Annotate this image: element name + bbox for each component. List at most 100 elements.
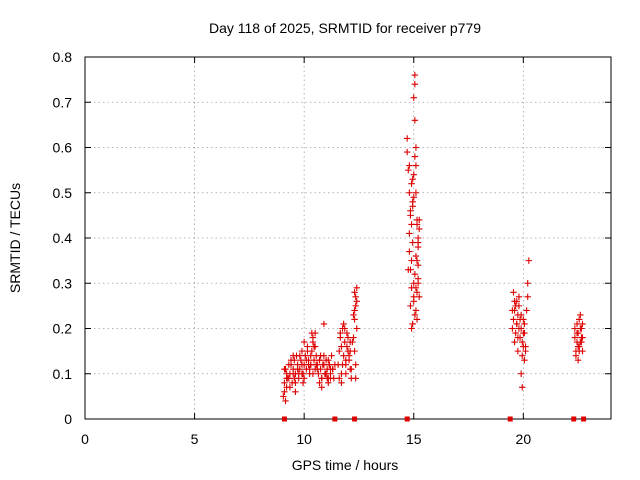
data-point xyxy=(408,221,415,228)
data-point xyxy=(338,343,345,350)
axis-ticks xyxy=(84,56,611,420)
data-point xyxy=(292,379,299,386)
data-point xyxy=(346,366,354,373)
data-point xyxy=(517,370,525,377)
data-point xyxy=(512,302,519,310)
data-point xyxy=(302,352,309,359)
data-point xyxy=(403,135,411,142)
zero-marker xyxy=(571,416,577,422)
data-point xyxy=(407,266,414,273)
data-point xyxy=(409,320,416,328)
data-point xyxy=(411,153,419,160)
data-point xyxy=(349,338,356,346)
data-point xyxy=(342,370,350,377)
data-point xyxy=(326,361,333,368)
data-point xyxy=(298,361,306,368)
data-point xyxy=(283,375,290,382)
data-point xyxy=(281,388,288,396)
data-point xyxy=(351,289,358,296)
x-tick-label: 15 xyxy=(406,431,422,447)
data-point xyxy=(317,352,324,359)
data-point xyxy=(292,388,299,396)
data-point xyxy=(328,352,335,359)
data-point xyxy=(414,239,422,246)
y-axis-title: SRMTID / TECUs xyxy=(7,183,23,293)
data-point xyxy=(509,325,516,332)
y-tick-label: 0.6 xyxy=(53,140,73,156)
data-point xyxy=(352,361,359,368)
data-point xyxy=(573,329,581,337)
data-point xyxy=(509,307,516,314)
data-point xyxy=(412,307,420,314)
data-point xyxy=(286,384,294,391)
data-point xyxy=(336,347,343,355)
data-point xyxy=(313,361,320,368)
y-tick-label: 0.5 xyxy=(53,185,73,201)
data-point xyxy=(352,302,359,310)
data-point xyxy=(321,370,329,377)
data-point xyxy=(281,366,288,373)
data-point xyxy=(309,370,317,377)
data-point xyxy=(574,356,582,364)
data-point xyxy=(282,397,289,405)
data-point xyxy=(342,356,350,364)
data-point xyxy=(414,261,422,269)
data-points xyxy=(280,71,587,422)
y-tick-label: 0.1 xyxy=(53,366,73,382)
data-point xyxy=(297,356,305,364)
data-point xyxy=(410,293,417,301)
x-tick-label: 20 xyxy=(516,431,532,447)
data-point xyxy=(525,257,533,264)
data-point xyxy=(513,320,520,328)
data-point xyxy=(407,302,414,310)
data-point xyxy=(576,347,583,355)
data-point xyxy=(409,203,416,210)
data-point xyxy=(409,239,416,246)
data-point xyxy=(314,366,321,373)
data-point xyxy=(521,356,528,364)
data-point xyxy=(406,230,413,237)
data-point xyxy=(578,325,585,332)
data-point xyxy=(344,334,352,341)
data-point xyxy=(291,356,298,364)
data-point xyxy=(343,329,351,337)
data-point xyxy=(325,356,332,364)
data-point xyxy=(296,352,303,359)
data-point xyxy=(303,356,310,364)
data-point xyxy=(281,379,288,386)
data-point xyxy=(340,320,347,328)
data-point xyxy=(341,325,348,332)
data-point xyxy=(351,347,358,355)
data-point xyxy=(406,162,413,169)
data-point xyxy=(353,284,360,291)
data-point xyxy=(511,338,518,346)
data-point xyxy=(336,375,343,382)
data-point xyxy=(510,316,517,323)
data-point xyxy=(512,329,519,337)
data-point xyxy=(306,366,313,373)
data-point xyxy=(338,379,345,386)
y-tick-label: 0 xyxy=(64,411,72,427)
data-point xyxy=(416,293,423,301)
data-point xyxy=(412,162,420,169)
data-point xyxy=(414,280,422,287)
data-point xyxy=(352,293,359,301)
data-point xyxy=(320,361,328,368)
data-point xyxy=(410,194,417,201)
data-point xyxy=(413,289,421,296)
data-point xyxy=(517,311,525,319)
data-point xyxy=(351,307,358,314)
data-point xyxy=(307,352,314,359)
data-point xyxy=(408,325,415,332)
x-tick-labels: 0 5 10 15 20 xyxy=(81,431,531,447)
data-point xyxy=(315,370,322,377)
y-tick-label: 0.3 xyxy=(53,275,73,291)
data-point xyxy=(309,334,317,341)
y-tick-label: 0.7 xyxy=(53,94,73,110)
data-point xyxy=(519,384,526,391)
data-point xyxy=(510,289,517,296)
data-point xyxy=(300,338,308,346)
data-point xyxy=(576,316,583,323)
data-point xyxy=(304,347,311,355)
